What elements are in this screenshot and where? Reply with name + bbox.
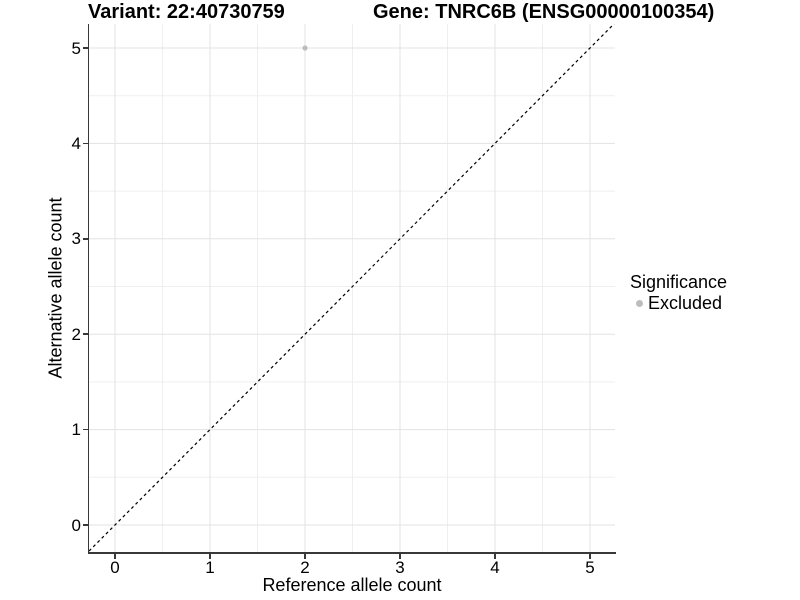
y-tick-label: 3 bbox=[71, 229, 81, 249]
x-tick-label: 1 bbox=[205, 558, 215, 577]
y-tick-label: 2 bbox=[71, 324, 81, 344]
legend-item-label: Excluded bbox=[648, 292, 723, 313]
identity-dashed-line bbox=[89, 24, 615, 552]
y-tick-mark bbox=[83, 47, 88, 49]
x-tick-label: 0 bbox=[110, 558, 120, 577]
y-axis-title: Alternative allele count bbox=[45, 197, 66, 379]
y-tick-mark bbox=[83, 428, 88, 431]
y-tick-mark bbox=[83, 238, 88, 240]
legend-item-excluded: Excluded bbox=[630, 293, 727, 313]
x-tick-mark bbox=[399, 554, 401, 559]
y-tick-mark bbox=[83, 333, 88, 335]
x-tick-mark bbox=[114, 554, 116, 559]
y-tick-label: 1 bbox=[71, 420, 81, 440]
y-tick-label: 5 bbox=[71, 38, 81, 58]
legend-title: Significance bbox=[630, 272, 728, 292]
x-tick-label: 3 bbox=[395, 558, 405, 577]
y-axis-line bbox=[87, 24, 90, 554]
legend: Significance Excluded bbox=[630, 272, 727, 313]
x-tick-mark bbox=[589, 554, 591, 559]
y-tick-label: 0 bbox=[71, 515, 81, 535]
x-tick-mark bbox=[304, 554, 306, 559]
legend-dot-icon bbox=[636, 299, 643, 307]
plot-panel bbox=[89, 24, 615, 553]
y-tick-mark bbox=[83, 142, 88, 145]
x-tick-mark bbox=[494, 554, 496, 559]
y-tick-mark bbox=[83, 524, 88, 526]
y-tick-label: 4 bbox=[71, 133, 81, 153]
x-axis-line bbox=[87, 552, 616, 555]
plot-title-variant: Variant: 22:40730759 bbox=[88, 1, 285, 23]
data-point bbox=[302, 45, 308, 51]
plot-title-gene: Gene: TNRC6B (ENSG00000100354) bbox=[373, 1, 715, 23]
x-tick-mark bbox=[209, 554, 211, 559]
x-axis-title: Reference allele count bbox=[262, 575, 442, 595]
x-tick-label: 2 bbox=[300, 558, 310, 577]
x-tick-label: 4 bbox=[490, 558, 500, 577]
x-tick-label: 5 bbox=[585, 558, 595, 577]
plot-canvas bbox=[89, 24, 615, 553]
